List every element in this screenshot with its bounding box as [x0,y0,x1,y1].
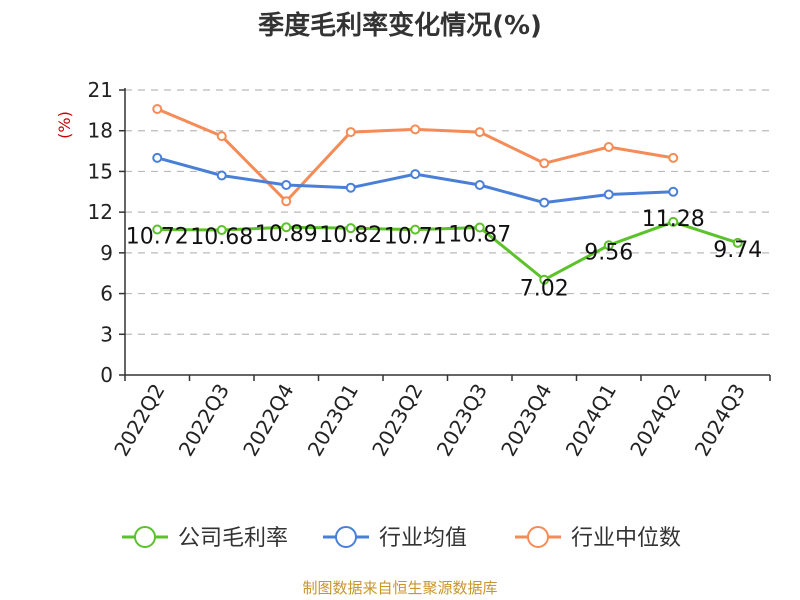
chart-title: 季度毛利率变化情况(%) [258,10,542,41]
data-label: 9.74 [713,238,762,263]
data-point [603,142,614,152]
data-point [345,182,356,193]
data-label: 9.56 [584,240,633,265]
series-line [156,107,674,203]
data-label: 10.82 [319,223,382,248]
y-tick-label: 21 [88,78,113,102]
data-point [474,222,485,233]
legend-label: 公司毛利率 [178,526,288,551]
y-tick-label: 3 [100,322,113,346]
data-point [410,124,421,135]
x-tick-label: 2022Q4 [238,380,298,461]
data-point [539,158,550,169]
data-point [474,180,485,190]
y-tick-label: 0 [100,363,113,387]
legend-label: 行业均值 [379,526,467,551]
data-source-note: 制图数据来自恒生聚源数据库 [302,579,497,597]
data-point [603,189,614,200]
series [152,104,743,285]
y-tick-label: 9 [100,241,113,265]
data-point [603,240,614,251]
data-point [668,186,679,197]
data-point [410,169,421,180]
data-point [216,170,227,181]
x-tick-label: 2024Q3 [690,380,750,461]
x-tick-label: 2023Q1 [303,380,363,461]
data-point [539,197,550,208]
data-point [281,222,292,233]
data-point [281,180,292,190]
data-label: 7.02 [520,277,569,302]
series-line [157,220,739,282]
y-axis-unit: (%) [55,111,74,139]
data-point [152,224,163,235]
data-label: 10.72 [126,225,189,250]
data-point [152,152,163,163]
legend-marker [335,526,357,548]
data-label: 10.68 [190,225,253,250]
data-point [732,237,743,248]
data-point [345,127,356,138]
data-label: 11.28 [642,207,705,232]
grid [125,89,770,335]
data-point [216,225,227,236]
data-point [216,131,227,142]
x-tick-label: 2024Q2 [625,380,685,461]
x-tick-label: 2022Q2 [109,380,169,461]
x-tick-label: 2023Q2 [367,380,427,461]
legend-marker [134,526,156,548]
data-point [668,152,679,163]
legend: 公司毛利率 行业均值 行业中位数 [122,526,681,551]
y-tick-label: 15 [88,159,113,183]
x-tick-label: 2024Q1 [561,380,621,461]
data-point [152,104,163,114]
data-point [474,127,485,138]
data-point [539,274,550,285]
data-label: 10.87 [448,222,511,247]
x-tick-label: 2022Q3 [174,380,234,461]
y-tick-label: 18 [88,119,113,143]
y-tick-label: 12 [88,200,113,224]
legend-marker [527,526,549,548]
series-line [156,156,674,205]
x-tick-label: 2023Q3 [432,380,492,461]
data-point [345,223,356,234]
x-tick-label: 2023Q4 [496,380,556,461]
data-label: 10.71 [384,225,447,250]
legend-label: 行业中位数 [571,526,681,551]
data-point [281,196,292,207]
y-tick-label: 6 [100,282,113,306]
data-labels: 10.72 10.68 10.89 10.82 10.71 10.87 7.02 9.56 11… [126,207,762,302]
data-label: 10.89 [255,222,318,247]
data-point [668,216,679,227]
data-point [410,224,421,235]
